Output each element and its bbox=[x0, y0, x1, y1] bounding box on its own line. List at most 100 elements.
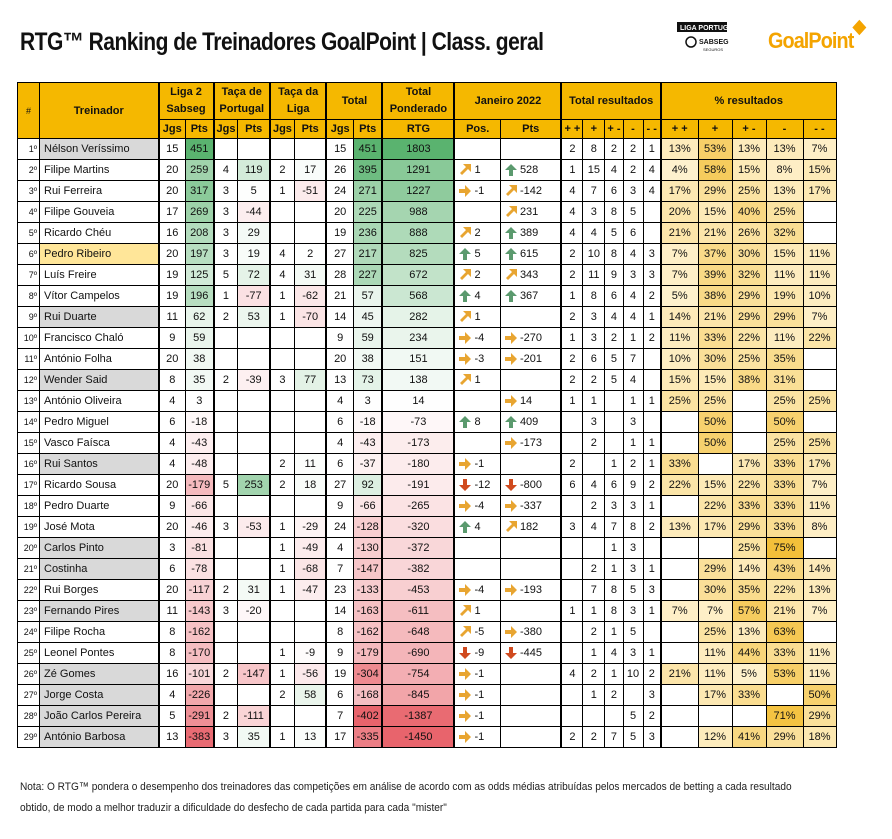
jan-pos-value: 1 bbox=[474, 604, 481, 617]
total-points: -147 bbox=[352, 558, 383, 580]
jan-pts-change: -173 bbox=[499, 432, 562, 454]
total-games: 27 bbox=[325, 474, 354, 496]
taca-liga-games: 1 bbox=[268, 180, 295, 202]
result-pct bbox=[697, 537, 733, 559]
result-count: 4 bbox=[604, 306, 624, 328]
result-count: 1 bbox=[560, 285, 584, 307]
liga2-points: -117 bbox=[185, 579, 214, 601]
taca-portugal-games bbox=[212, 453, 239, 475]
taca-portugal-points bbox=[237, 684, 271, 706]
result-pct: 33% bbox=[731, 684, 767, 706]
result-count: 4 bbox=[622, 243, 644, 265]
jan-pts-change: -142 bbox=[499, 180, 562, 202]
taca-portugal-games: 3 bbox=[212, 201, 239, 223]
result-count: 6 bbox=[560, 474, 584, 496]
header-jgs: Jgs bbox=[268, 119, 295, 139]
total-points: 227 bbox=[352, 264, 383, 286]
rtg-value: 888 bbox=[381, 222, 455, 244]
coach-name: Luís Freire bbox=[39, 264, 159, 286]
result-count bbox=[560, 684, 584, 706]
result-count: 1 bbox=[642, 138, 662, 160]
taca-portugal-games bbox=[212, 348, 239, 370]
result-count: 1 bbox=[582, 390, 606, 412]
total-games: 24 bbox=[325, 516, 354, 538]
jan-pos-value: -4 bbox=[474, 331, 485, 344]
taca-portugal-points bbox=[237, 138, 271, 160]
result-count: 3 bbox=[560, 516, 584, 538]
result-pct: 15% bbox=[660, 369, 699, 391]
rank-cell: 28º bbox=[17, 705, 40, 727]
result-pct: 11% bbox=[765, 327, 804, 349]
coach-name: Filipe Martins bbox=[39, 159, 159, 181]
taca-liga-games: 1 bbox=[268, 306, 295, 328]
ranking-body: 1º Nélson Veríssimo 15 451 15 451 1803 2 8 2 2 1 13%… bbox=[17, 138, 837, 748]
liga2-points: -78 bbox=[185, 558, 214, 580]
rank-cell: 24º bbox=[17, 621, 40, 643]
rank-cell: 29º bbox=[17, 726, 40, 748]
liga2-points: 62 bbox=[185, 306, 214, 328]
jan-pts-change: 615 bbox=[499, 243, 562, 265]
result-count: 8 bbox=[622, 516, 644, 538]
result-pct bbox=[731, 390, 767, 412]
header-num: # bbox=[17, 82, 40, 139]
total-points: 217 bbox=[352, 243, 383, 265]
liga2-points: 317 bbox=[185, 180, 214, 202]
result-pct: 13% bbox=[765, 138, 804, 160]
result-pct: 33% bbox=[731, 495, 767, 517]
result-pct: 12% bbox=[697, 726, 733, 748]
taca-portugal-games: 4 bbox=[212, 159, 239, 181]
taca-liga-points: -47 bbox=[293, 579, 327, 601]
footnote: Nota: O RTG™ pondera o desempenho dos tr… bbox=[20, 781, 792, 814]
result-pct: 13% bbox=[765, 180, 804, 202]
result-pct: 10% bbox=[660, 348, 699, 370]
taca-portugal-points: 35 bbox=[237, 726, 271, 748]
taca-portugal-games bbox=[212, 390, 239, 412]
goalpoint-logo: GoalPoint bbox=[768, 19, 867, 54]
rank-cell: 16º bbox=[17, 453, 40, 475]
result-pct: 22% bbox=[802, 327, 837, 349]
coach-name: Vítor Campelos bbox=[39, 285, 159, 307]
header-res-col: + bbox=[582, 119, 606, 139]
jan-pos-change bbox=[453, 537, 501, 559]
taca-liga-games: 1 bbox=[268, 285, 295, 307]
taca-portugal-points: 31 bbox=[237, 579, 271, 601]
result-count: 2 bbox=[642, 285, 662, 307]
result-pct bbox=[660, 684, 699, 706]
taca-liga-games bbox=[268, 201, 295, 223]
jan-pts-value: -270 bbox=[519, 331, 542, 344]
liga2-points: 59 bbox=[185, 327, 214, 349]
jan-pts-value: 343 bbox=[519, 268, 539, 281]
result-pct bbox=[660, 411, 699, 433]
header-res-col: - bbox=[622, 119, 644, 139]
coach-name: António Barbosa bbox=[39, 726, 159, 748]
jan-pts-value: 14 bbox=[519, 394, 533, 407]
arrow-up-right-icon bbox=[505, 521, 520, 533]
arrow-up-right-icon bbox=[505, 206, 520, 218]
coach-name: Wender Said bbox=[39, 369, 159, 391]
liga2-points: -143 bbox=[185, 600, 214, 622]
taca-portugal-games bbox=[212, 621, 239, 643]
jan-pts-change bbox=[499, 537, 562, 559]
result-pct: 25% bbox=[765, 432, 804, 454]
rtg-value: 138 bbox=[381, 369, 455, 391]
liga2-points: -170 bbox=[185, 642, 214, 664]
result-count: 5 bbox=[622, 705, 644, 727]
arrow-up-right-icon bbox=[459, 164, 474, 176]
coach-name: João Carlos Pereira bbox=[39, 705, 159, 727]
result-pct: 58% bbox=[697, 159, 733, 181]
taca-portugal-points bbox=[237, 558, 271, 580]
result-pct: 29% bbox=[731, 516, 767, 538]
jan-pos-value: 5 bbox=[474, 247, 481, 260]
result-count: 2 bbox=[560, 306, 584, 328]
taca-liga-points: -68 bbox=[293, 558, 327, 580]
jan-pos-change: 4 bbox=[453, 516, 501, 538]
arrow-right-icon bbox=[504, 500, 520, 513]
arrow-right-icon bbox=[459, 731, 474, 744]
result-pct: 7% bbox=[802, 474, 837, 496]
result-pct: 11% bbox=[802, 642, 837, 664]
result-pct: 21% bbox=[697, 222, 733, 244]
result-count: 5 bbox=[622, 726, 644, 748]
rtg-value: -690 bbox=[381, 642, 455, 664]
rank-cell: 23º bbox=[17, 600, 40, 622]
taca-liga-points bbox=[293, 201, 327, 223]
